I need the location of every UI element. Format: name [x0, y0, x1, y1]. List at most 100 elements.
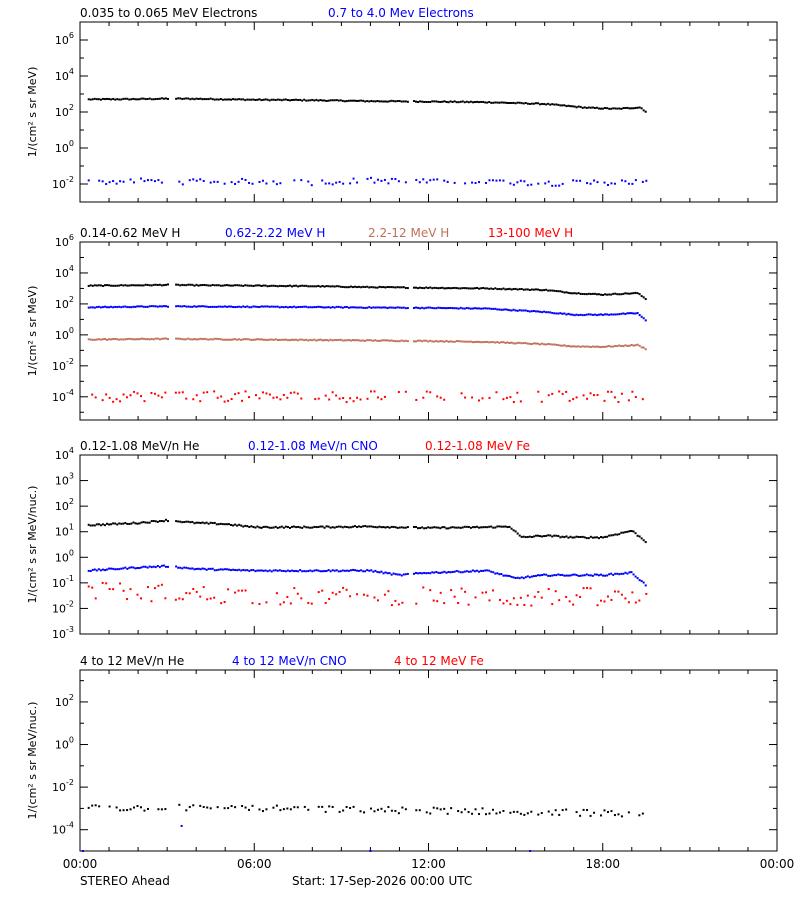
data-point	[230, 181, 233, 184]
data-point	[481, 807, 484, 810]
data-point	[453, 286, 456, 289]
data-point	[490, 287, 493, 290]
data-point	[449, 100, 452, 103]
data-point	[490, 525, 493, 528]
data-point	[606, 293, 609, 296]
data-point	[178, 597, 181, 600]
data-point	[328, 805, 331, 808]
data-point	[368, 569, 371, 572]
data-point	[315, 98, 318, 101]
data-point	[97, 305, 100, 308]
data-point	[539, 574, 542, 577]
data-point	[134, 338, 137, 341]
data-point	[417, 101, 420, 104]
data-point	[579, 179, 582, 182]
data-point	[195, 394, 198, 397]
data-point	[268, 569, 271, 572]
data-point	[508, 309, 511, 312]
data-point	[373, 181, 376, 184]
data-point	[331, 805, 334, 808]
data-point	[505, 599, 508, 602]
data-point	[502, 809, 505, 812]
data-point	[474, 808, 477, 811]
data-point	[324, 182, 327, 185]
data-point	[498, 525, 501, 528]
data-point	[644, 348, 647, 351]
data-point	[272, 180, 275, 183]
data-point	[134, 284, 137, 287]
data-point	[530, 536, 533, 539]
data-point	[475, 307, 478, 310]
data-point	[439, 287, 442, 290]
data-point	[597, 537, 600, 540]
x-tick-label: 00:00	[760, 857, 795, 871]
data-point	[101, 568, 104, 571]
data-point	[604, 535, 607, 538]
data-point	[504, 101, 507, 104]
data-point	[494, 341, 497, 344]
data-point	[297, 306, 300, 309]
data-point	[471, 101, 474, 104]
data-point	[572, 603, 575, 606]
data-point	[555, 290, 558, 293]
data-point	[383, 178, 386, 181]
data-point	[130, 338, 133, 341]
data-point	[288, 99, 291, 102]
data-point	[520, 535, 523, 538]
data-point	[502, 574, 505, 577]
data-point	[203, 567, 206, 570]
data-point	[530, 604, 533, 607]
data-point	[234, 98, 237, 101]
data-point	[303, 305, 306, 308]
data-point	[133, 181, 136, 184]
data-point	[427, 100, 430, 103]
data-point	[526, 575, 529, 578]
data-point	[640, 295, 643, 298]
data-point	[518, 309, 521, 312]
data-point	[126, 284, 129, 287]
data-point	[528, 342, 531, 345]
data-point	[498, 573, 501, 576]
data-point	[544, 182, 547, 185]
data-point	[396, 340, 399, 343]
data-point	[632, 107, 635, 110]
data-point	[465, 287, 468, 290]
data-point	[569, 535, 572, 538]
series-label: 0.7 to 4.0 Mev Electrons	[328, 6, 474, 20]
data-point	[262, 569, 265, 572]
data-point	[540, 812, 543, 815]
data-point	[256, 525, 259, 528]
data-point	[223, 568, 226, 571]
data-point	[225, 98, 228, 101]
data-point	[539, 535, 542, 538]
data-point	[160, 284, 163, 287]
data-point	[478, 340, 481, 343]
data-point	[561, 573, 564, 576]
data-point	[331, 526, 334, 529]
data-point	[366, 285, 369, 288]
data-point	[295, 98, 298, 101]
data-point	[474, 182, 477, 185]
data-point	[252, 305, 255, 308]
data-point	[345, 286, 348, 289]
data-point	[473, 287, 476, 290]
data-point	[110, 338, 113, 341]
data-point	[565, 390, 568, 393]
data-point	[495, 391, 498, 394]
data-point	[158, 305, 161, 308]
data-point	[164, 597, 167, 600]
data-point	[376, 599, 379, 602]
data-point	[380, 339, 383, 342]
data-point	[91, 284, 94, 287]
data-point	[618, 313, 621, 316]
data-point	[504, 308, 507, 311]
data-point	[558, 813, 561, 816]
data-point	[126, 567, 129, 570]
data-point	[199, 568, 202, 571]
data-point	[589, 392, 592, 395]
data-point	[158, 520, 161, 523]
data-point	[561, 182, 564, 185]
data-point	[205, 305, 208, 308]
data-point	[459, 340, 462, 343]
data-point	[591, 574, 594, 577]
